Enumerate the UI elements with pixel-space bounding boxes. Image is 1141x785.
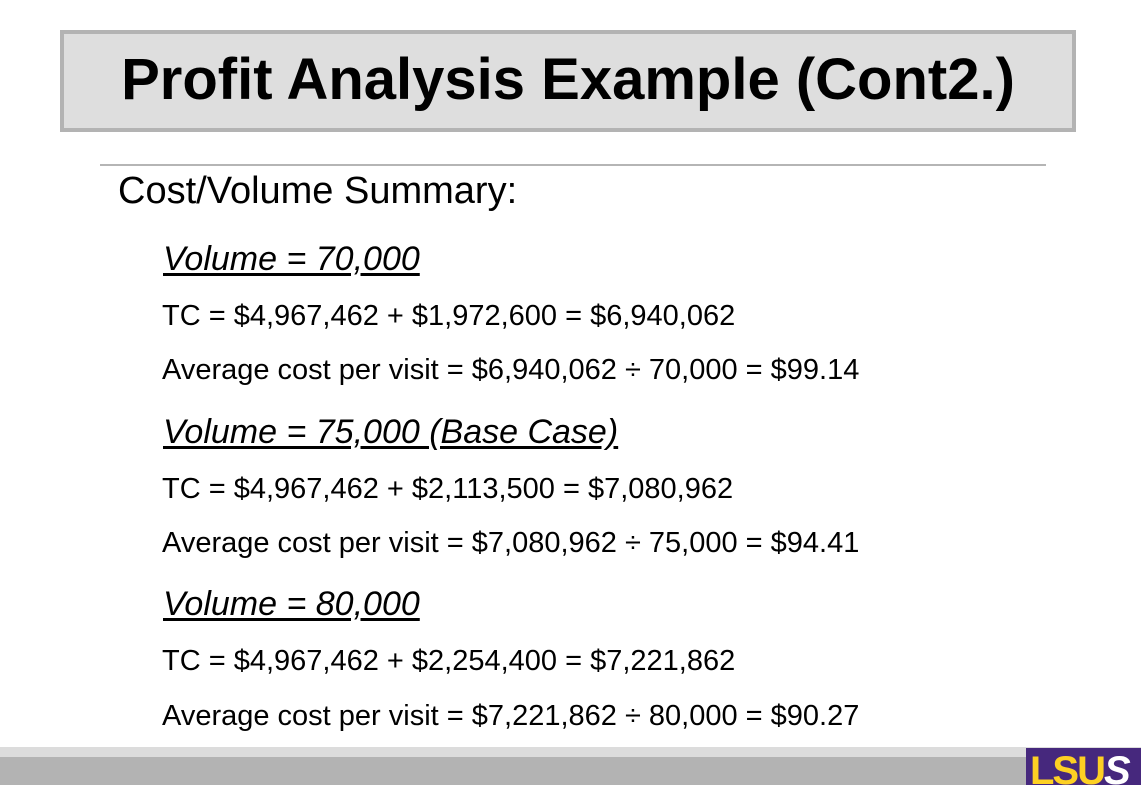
section-heading: Volume = 80,000 [163, 585, 420, 623]
subtitle: Cost/Volume Summary: [118, 170, 518, 212]
tc-line: TC = $4,967,462 + $1,972,600 = $6,940,06… [162, 300, 736, 332]
section-heading: Volume = 70,000 [163, 240, 420, 278]
average-cost-line: Average cost per visit = $7,221,862 ÷ 80… [162, 700, 860, 732]
title-box: Profit Analysis Example (Cont2.) [60, 30, 1076, 132]
slide-title: Profit Analysis Example (Cont2.) [121, 47, 1015, 112]
footer-strip [0, 747, 1141, 757]
average-cost-line: Average cost per visit = $6,940,062 ÷ 70… [162, 354, 860, 386]
average-cost-line: Average cost per visit = $7,080,962 ÷ 75… [162, 527, 860, 559]
footer-bar [0, 757, 1141, 785]
tc-line: TC = $4,967,462 + $2,254,400 = $7,221,86… [162, 645, 736, 677]
divider [100, 164, 1046, 166]
tc-line: TC = $4,967,462 + $2,113,500 = $7,080,96… [162, 473, 734, 505]
section-heading: Volume = 75,000 (Base Case) [163, 413, 619, 451]
lsus-logo: LSUS [1026, 748, 1141, 785]
